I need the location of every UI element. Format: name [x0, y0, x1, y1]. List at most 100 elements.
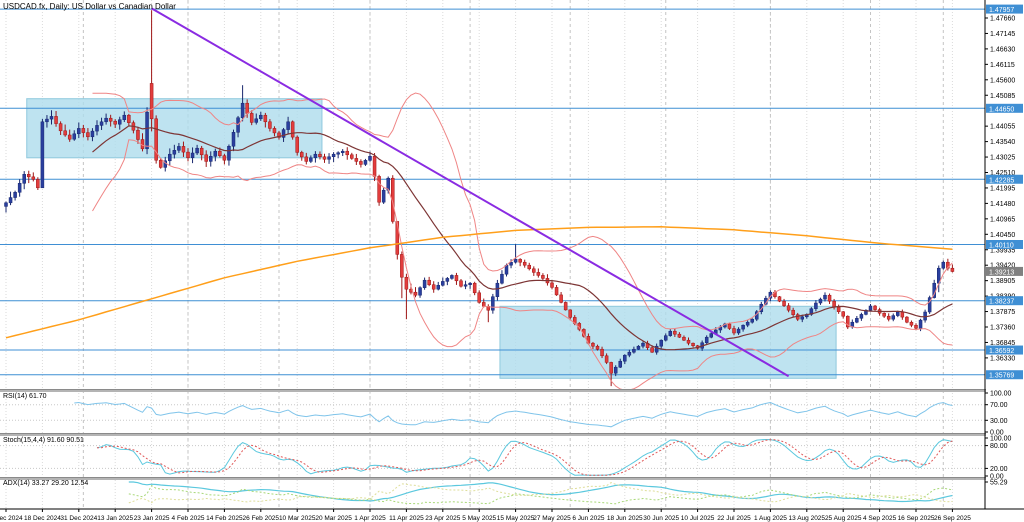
price-tick-label: 1.36845 — [990, 340, 1015, 347]
candle-body — [800, 316, 804, 320]
candle-body — [199, 147, 204, 156]
price-line-badge-label: 1.40110 — [989, 243, 1014, 250]
date-tick-label: 20 Mar 2025 — [315, 515, 352, 522]
price-line-badge-label: 1.42285 — [989, 177, 1014, 184]
candle-body — [518, 258, 522, 263]
candle-body — [927, 297, 932, 313]
date-tick-label: 23 Jan 2025 — [134, 515, 170, 522]
bollinger-lower-band[interactable] — [92, 139, 953, 391]
candle-body — [677, 333, 682, 338]
rectangle-object[interactable] — [499, 305, 837, 379]
candle-body — [568, 309, 572, 318]
candle-body — [522, 261, 527, 266]
rsi-panel-label[interactable]: RSI(14) 61.70 — [3, 393, 47, 400]
candle-body — [632, 348, 636, 353]
candle-body — [17, 183, 22, 193]
date-tick-label: 30 Jun 2025 — [643, 515, 679, 522]
price-axis[interactable]: 1.47660 1.47145 1.46630 1.46115 1.45600 1.450… — [984, 0, 1023, 509]
price-line-badge-label: 1.36592 — [989, 348, 1014, 355]
candle-body — [290, 121, 295, 138]
rsi-line[interactable] — [74, 401, 953, 428]
candle-body — [814, 302, 818, 309]
candle-body — [190, 152, 195, 159]
indicator-tick-label: 30.00 — [990, 418, 1008, 425]
candle-body — [659, 339, 663, 347]
candle-body — [363, 160, 368, 165]
candle-body — [158, 159, 163, 168]
price-tick-label: 1.39935 — [990, 247, 1015, 254]
price-tick-label: 1.37360 — [990, 325, 1015, 332]
date-tick-label: 4 Feb 2025 — [172, 515, 205, 522]
date-tick-label: 22 Jul 2025 — [717, 515, 751, 522]
candle-body — [914, 324, 918, 329]
candle-body — [823, 294, 827, 300]
candle-body — [855, 318, 859, 323]
candle-body — [259, 114, 263, 120]
price-tick-label: 1.40965 — [990, 216, 1015, 223]
stoch-d-line[interactable] — [96, 439, 953, 476]
candle-body — [873, 305, 877, 310]
ma200-line[interactable] — [5, 226, 953, 339]
candle-body — [818, 298, 823, 304]
trendline-object[interactable] — [151, 7, 790, 378]
candle-body — [745, 321, 750, 326]
candle-body — [231, 132, 236, 147]
candle-body — [213, 150, 218, 157]
candle-body — [864, 309, 868, 315]
stoch-k-line[interactable] — [96, 438, 953, 476]
stoch-panel-label[interactable]: Stoch(15,4,4) 91.60 90.51 — [3, 437, 84, 444]
candle-body — [263, 114, 268, 123]
indicator-tick-label: 0.00 — [990, 430, 1004, 437]
candle-body — [63, 130, 67, 136]
candle-body — [54, 116, 58, 124]
candle-body — [195, 147, 199, 154]
panel-separator[interactable] — [0, 389, 1024, 392]
panel-separator[interactable] — [0, 477, 1024, 480]
minus-di-line[interactable] — [128, 482, 953, 504]
date-tick-label: 18 Dec 2024 — [24, 515, 61, 522]
bollinger-middle-band[interactable] — [92, 125, 953, 351]
candle-body — [4, 202, 8, 207]
candle-body — [777, 296, 782, 302]
indicator-tick-label: 80.00 — [990, 443, 1008, 450]
price-tick-label: 1.43540 — [990, 139, 1015, 146]
candle-body — [918, 319, 923, 329]
price-line-badge — [986, 103, 1023, 113]
candle-body — [354, 158, 359, 162]
candle-body — [882, 312, 886, 317]
candle-body — [436, 285, 440, 290]
candle-body — [67, 134, 72, 140]
candle-body — [618, 360, 622, 368]
price-tick-label: 1.45600 — [990, 77, 1015, 84]
price-tick-label: 1.36330 — [990, 355, 1015, 362]
price-tick-label: 1.45085 — [990, 93, 1015, 100]
price-line-badge — [986, 240, 1023, 249]
date-tick-label: 26 Sep 2025 — [934, 515, 971, 522]
adx-line[interactable] — [128, 481, 953, 503]
candle-body — [836, 306, 841, 312]
candle-body — [99, 121, 104, 126]
bollinger-upper-band[interactable] — [92, 92, 953, 331]
candle-body — [636, 345, 641, 350]
candle-body — [532, 268, 536, 273]
panel-separator[interactable] — [0, 433, 1024, 436]
indicator-tick-label: 70.00 — [990, 402, 1008, 409]
candle-body — [732, 328, 736, 334]
candle-body — [122, 114, 127, 120]
candle-body — [759, 303, 764, 312]
adx-panel-label[interactable]: ADX(14) 33.27 29.20 12.54 — [3, 480, 89, 487]
candle-body — [49, 116, 54, 120]
candle-body — [950, 267, 955, 272]
candle-body — [295, 136, 299, 153]
date-tick-label: 10 Mar 2025 — [279, 515, 316, 522]
candle-body — [272, 128, 277, 134]
candle-body — [682, 336, 686, 341]
price-tick-label: 1.39420 — [990, 263, 1015, 270]
plus-di-line[interactable] — [128, 484, 953, 505]
price-tick-label: 1.44055 — [990, 124, 1015, 131]
date-tick-label: 31 Dec 2024 — [60, 515, 97, 522]
candle-body — [454, 275, 459, 282]
